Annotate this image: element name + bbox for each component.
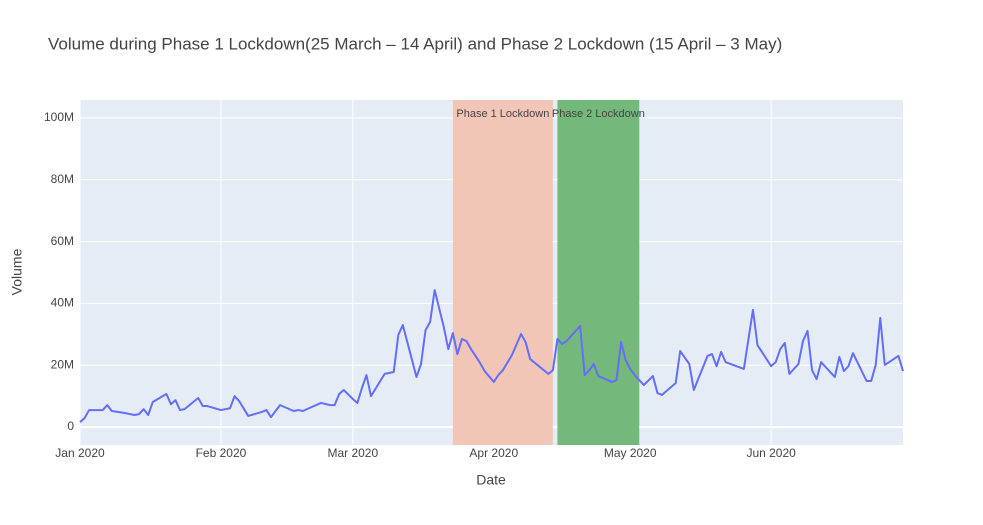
y-tick-label: 40M	[51, 296, 74, 310]
chart-title: Volume during Phase 1 Lockdown(25 March …	[48, 34, 782, 53]
y-tick-label: 0	[67, 419, 74, 433]
x-tick-label: Jun 2020	[746, 446, 796, 460]
y-tick-label: 80M	[51, 172, 74, 186]
x-tick-label: Feb 2020	[196, 446, 247, 460]
y-tick-label: 20M	[51, 357, 74, 371]
y-axis-title: Volume	[9, 248, 25, 295]
lockdown-label: Phase 1 Lockdown	[456, 108, 549, 120]
volume-line	[79, 289, 904, 423]
x-axis-title: Date	[476, 472, 506, 488]
lockdown-region	[452, 100, 553, 445]
lockdown-label: Phase 2 Lockdown	[552, 108, 645, 120]
y-tick-label: 60M	[51, 234, 74, 248]
x-tick-label: May 2020	[604, 446, 657, 460]
x-tick-label: Mar 2020	[327, 446, 378, 460]
y-tick-label: 100M	[44, 110, 74, 124]
x-tick-label: Apr 2020	[469, 446, 518, 460]
x-tick-label: Jan 2020	[55, 446, 105, 460]
lockdown-region	[557, 100, 640, 445]
